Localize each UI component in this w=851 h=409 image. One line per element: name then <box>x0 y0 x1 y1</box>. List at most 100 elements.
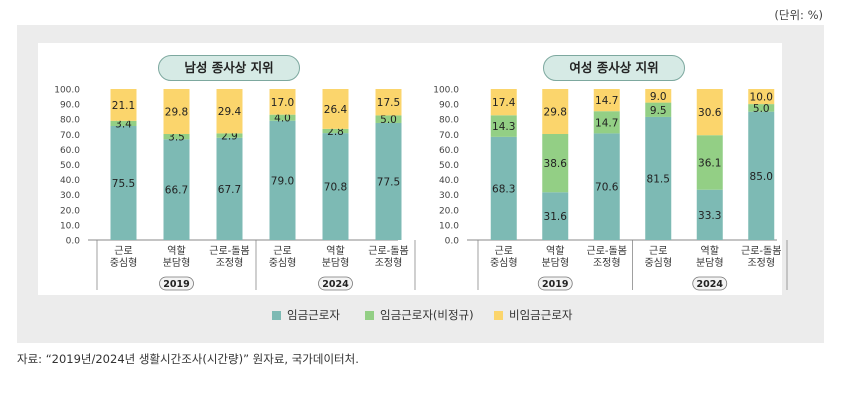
male-data-label: 21.1 <box>112 100 135 112</box>
female-bar-non-wage <box>645 89 672 103</box>
female-data-label: 70.6 <box>595 182 619 194</box>
female-bar-non-wage <box>593 89 620 112</box>
female-bar-non-wage <box>542 89 569 134</box>
male-data-label: 26.4 <box>324 104 348 116</box>
female-year-label: 2019 <box>542 279 568 290</box>
male-bar-non-wage <box>269 89 296 115</box>
female-category-label: 중심형 <box>644 257 672 269</box>
male-bar-wage <box>216 137 243 240</box>
male-data-label: 17.5 <box>377 97 400 109</box>
male-category-label: 역할 <box>167 245 185 257</box>
male-ytick-label: 100.0 <box>54 86 80 96</box>
female-bar-non-wage <box>490 89 517 116</box>
female-data-label: 81.5 <box>647 173 670 185</box>
female-data-label: 14.7 <box>595 95 618 107</box>
male-bar-wage-irregular <box>322 128 349 134</box>
female-category-label: 근로 <box>495 246 513 257</box>
female-category-label: 중심형 <box>490 257 518 269</box>
male-data-label: 29.4 <box>218 106 242 118</box>
female-ytick-label: 40.0 <box>439 176 459 186</box>
female-data-label: 38.6 <box>544 158 568 170</box>
male-ytick-label: 60.0 <box>60 146 80 156</box>
male-bar-wage-irregular <box>269 114 296 121</box>
male-ytick-label: 10.0 <box>60 221 80 231</box>
male-category-label: 역할 <box>326 245 344 257</box>
female-data-label: 85.0 <box>750 171 773 183</box>
female-bar-wage-irregular <box>748 104 775 112</box>
male-data-label: 17.0 <box>271 97 294 109</box>
female-data-label: 36.1 <box>698 157 721 169</box>
female-bar-non-wage <box>696 89 723 136</box>
female-bar-wage <box>490 136 517 240</box>
female-category-label: 근로-돌봄 <box>741 245 781 257</box>
female-bar-wage-irregular <box>490 115 517 137</box>
female-category-label: 분담형 <box>541 257 569 269</box>
female-data-label: 17.4 <box>492 97 516 109</box>
male-data-label: 29.8 <box>165 106 188 118</box>
female-year-label: 2024 <box>697 279 724 290</box>
male-ytick-label: 80.0 <box>60 116 80 126</box>
male-ytick-label: 30.0 <box>60 191 80 201</box>
female-data-label: 9.5 <box>650 105 667 117</box>
male-year-pill-2024 <box>318 276 353 291</box>
female-ytick-label: 80.0 <box>439 116 459 126</box>
male-bar-wage <box>322 133 349 240</box>
male-category-label: 분담형 <box>322 257 350 269</box>
male-bar-wage <box>269 120 296 240</box>
legend-non-wage-swatch <box>494 310 503 320</box>
male-category-label: 근로 <box>114 246 132 257</box>
female-bar-non-wage <box>748 89 775 105</box>
female-bar-wage <box>748 111 775 241</box>
male-chart-title: 남성 종사상 지위 <box>158 55 300 81</box>
female-bar-wage <box>696 189 723 240</box>
female-data-label: 31.6 <box>544 211 568 223</box>
female-bar-wage <box>542 192 569 240</box>
male-ytick-label: 40.0 <box>60 176 80 186</box>
female-data-label: 29.8 <box>544 106 567 118</box>
female-ytick-label: 60.0 <box>439 146 459 156</box>
female-ytick-label: 20.0 <box>439 206 459 216</box>
male-category-label: 중심형 <box>110 257 138 269</box>
female-data-label: 5.0 <box>753 103 770 115</box>
male-data-label: 3.5 <box>168 132 185 144</box>
male-year-label: 2024 <box>322 279 349 290</box>
female-data-label: 14.3 <box>492 121 515 133</box>
female-year-pill-2024 <box>692 276 728 291</box>
male-data-label: 70.8 <box>324 182 347 194</box>
male-data-label: 2.8 <box>327 126 344 138</box>
female-category-label: 조정형 <box>593 257 621 269</box>
male-year-pill-2019 <box>159 276 194 291</box>
legend-wage-irregular-swatch <box>365 310 374 320</box>
female-category-label: 근로-돌봄 <box>587 245 627 257</box>
female-category-label: 역할 <box>701 245 719 257</box>
female-ytick-label: 90.0 <box>439 101 459 111</box>
female-data-label: 30.6 <box>698 107 722 119</box>
male-bar-non-wage <box>216 89 243 134</box>
source-note: 자료: “2019년/2024년 생활시간조사(시간량)” 원자료, 국가데이터… <box>17 352 359 366</box>
female-ytick-label: 0.0 <box>445 237 460 247</box>
female-data-label: 33.3 <box>698 210 721 222</box>
female-ytick-label: 70.0 <box>439 131 459 141</box>
male-data-label: 75.5 <box>112 178 135 190</box>
legend-wage-swatch <box>272 310 281 320</box>
female-data-label: 9.0 <box>650 91 667 103</box>
male-bar-non-wage <box>322 89 349 129</box>
female-ytick-label: 30.0 <box>439 191 459 201</box>
male-data-label: 3.4 <box>115 118 132 130</box>
male-ytick-label: 0.0 <box>66 237 81 247</box>
female-year-pill-2019 <box>537 276 573 291</box>
male-bar-non-wage <box>163 89 190 134</box>
female-category-label: 분담형 <box>696 257 724 269</box>
legend-wage-label: 임금근로자 <box>287 308 340 322</box>
female-bar-wage-irregular <box>696 135 723 190</box>
male-bar-wage <box>375 122 402 240</box>
male-category-label: 분담형 <box>163 257 191 269</box>
female-ytick-label: 10.0 <box>439 221 459 231</box>
female-category-label: 근로 <box>649 246 667 257</box>
male-bar-non-wage <box>110 89 137 121</box>
female-chart-title: 여성 종사상 지위 <box>543 55 685 81</box>
male-bar-non-wage <box>375 89 402 116</box>
female-ytick-label: 100.0 <box>433 86 459 96</box>
male-bar-wage-irregular <box>110 120 137 126</box>
